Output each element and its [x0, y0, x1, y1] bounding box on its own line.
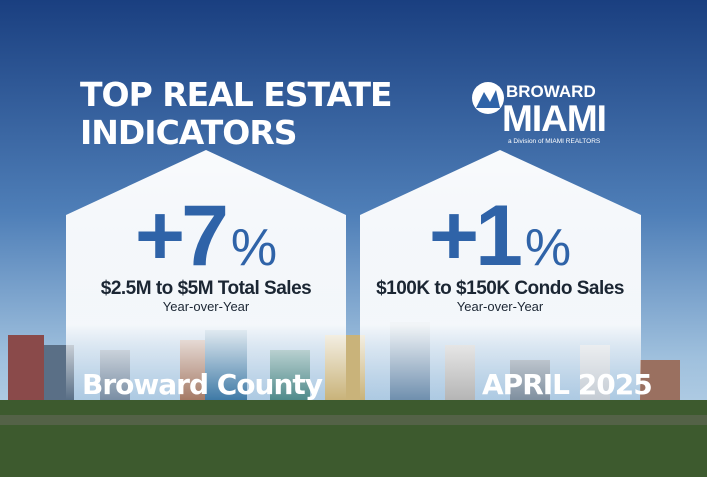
card-label: $100K to $150K Condo Sales [376, 278, 624, 299]
card-footer: Broward County [82, 368, 323, 401]
unit: % [231, 219, 277, 277]
value: +1 [429, 188, 521, 284]
logo-tagline: a Division of MIAMI REALTORS [508, 138, 601, 145]
title-line: TOP REAL ESTATE [80, 75, 392, 114]
trees [0, 400, 707, 477]
street [0, 415, 707, 425]
logo: BROWARD MIAMI a Division of MIAMI REALTO… [472, 82, 607, 145]
unit: % [525, 219, 571, 277]
card-shape [66, 150, 346, 400]
card-value: +7% [135, 188, 277, 284]
card-label: $2.5M to $5M Total Sales [101, 278, 311, 299]
card-shape [360, 150, 641, 400]
logo-main: MIAMI [502, 98, 606, 139]
card-value: +1% [429, 188, 571, 284]
card-footer: APRIL 2025 [482, 368, 652, 401]
value: +7 [135, 188, 226, 284]
title-line: INDICATORS [80, 113, 297, 152]
logo-top: BROWARD [506, 82, 596, 101]
card-sublabel: Year-over-Year [457, 299, 544, 314]
card-sublabel: Year-over-Year [163, 299, 250, 314]
